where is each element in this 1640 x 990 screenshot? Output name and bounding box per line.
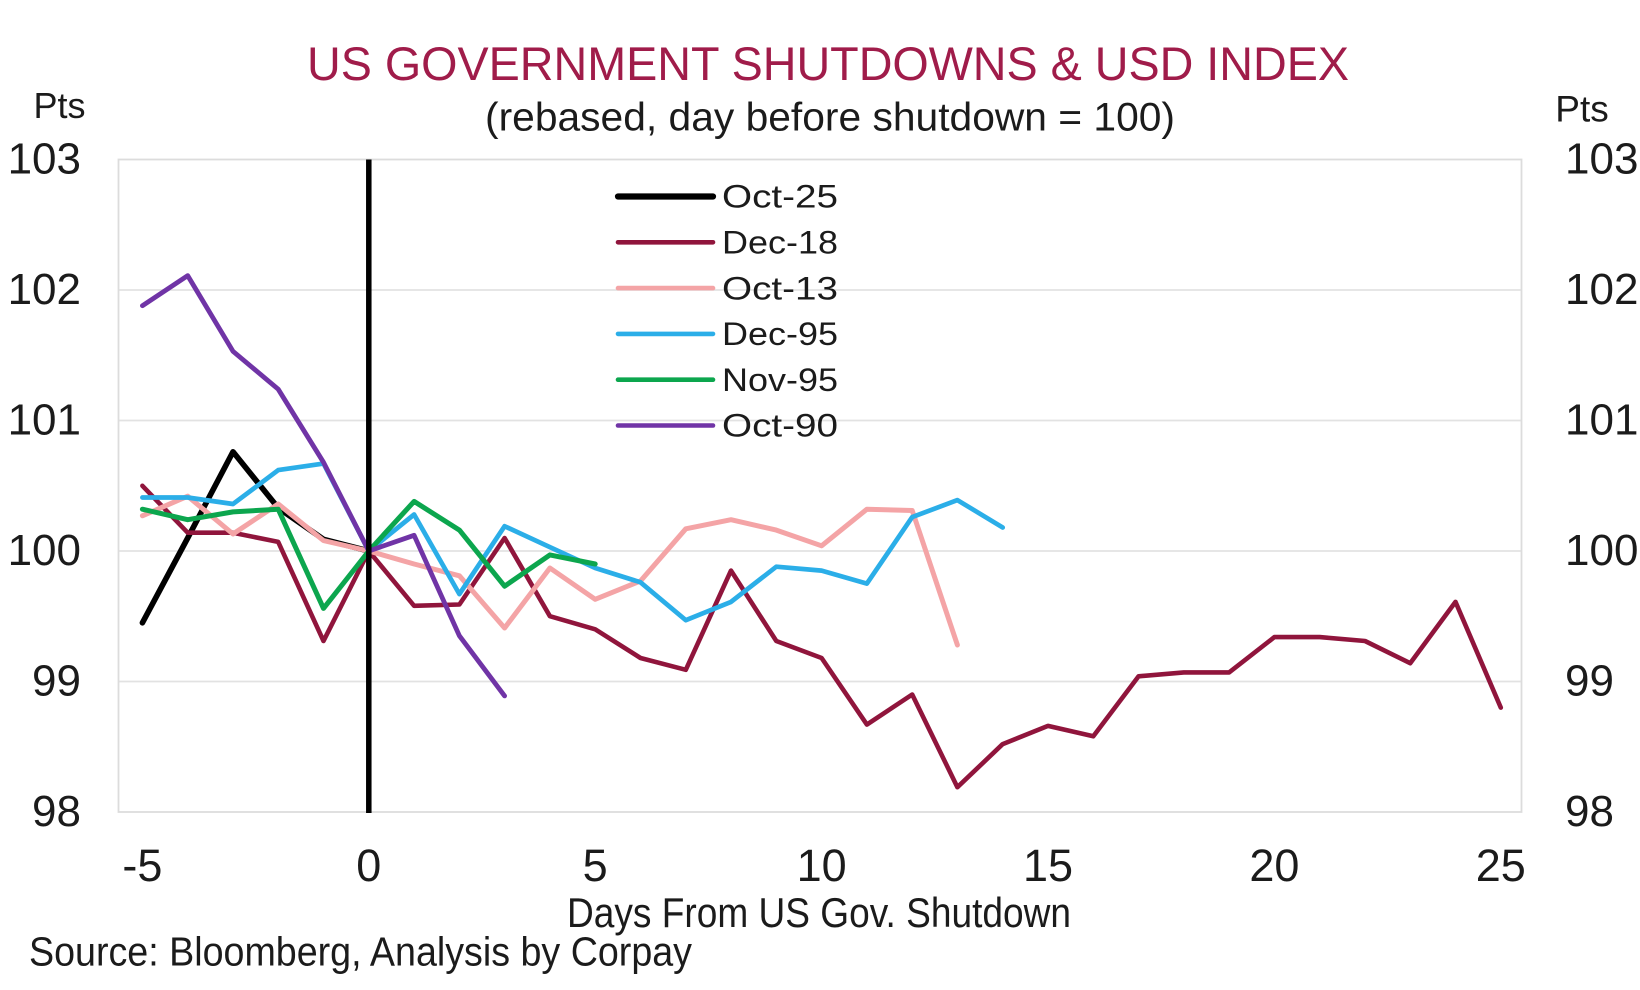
svg-text:Oct-90: Oct-90 — [722, 408, 838, 444]
svg-text:15: 15 — [1023, 840, 1073, 891]
svg-text:100: 100 — [1565, 526, 1638, 575]
svg-text:101: 101 — [8, 396, 81, 445]
svg-text:100: 100 — [8, 526, 81, 575]
svg-text:Dec-18: Dec-18 — [722, 225, 838, 261]
svg-text:Dec-95: Dec-95 — [722, 316, 838, 352]
svg-text:US GOVERNMENT SHUTDOWNS & USD: US GOVERNMENT SHUTDOWNS & USD INDEX — [307, 37, 1349, 90]
svg-text:Nov-95: Nov-95 — [722, 362, 838, 398]
svg-text:103: 103 — [1565, 135, 1638, 184]
svg-text:Pts: Pts — [1555, 89, 1608, 130]
svg-text:Source: Bloomberg, Analysis by: Source: Bloomberg, Analysis by Corpay — [29, 929, 692, 975]
svg-text:Pts: Pts — [33, 85, 85, 126]
svg-text:102: 102 — [1565, 265, 1638, 314]
svg-text:(rebased, day before shutdown: (rebased, day before shutdown = 100) — [485, 96, 1175, 140]
svg-text:Oct-13: Oct-13 — [722, 270, 838, 306]
svg-text:0: 0 — [356, 840, 381, 891]
svg-text:20: 20 — [1249, 840, 1299, 891]
svg-text:Days From US Gov. Shutdown: Days From US Gov. Shutdown — [567, 889, 1071, 936]
svg-text:-5: -5 — [122, 840, 162, 891]
svg-text:25: 25 — [1476, 840, 1526, 891]
svg-text:5: 5 — [583, 840, 608, 891]
svg-text:101: 101 — [1565, 396, 1638, 445]
svg-text:98: 98 — [32, 787, 81, 836]
svg-text:98: 98 — [1565, 787, 1614, 836]
svg-text:102: 102 — [8, 265, 81, 314]
svg-text:Oct-25: Oct-25 — [722, 179, 838, 215]
svg-text:103: 103 — [8, 135, 81, 184]
svg-text:99: 99 — [32, 657, 81, 706]
svg-text:99: 99 — [1565, 657, 1614, 706]
svg-text:10: 10 — [797, 840, 847, 891]
